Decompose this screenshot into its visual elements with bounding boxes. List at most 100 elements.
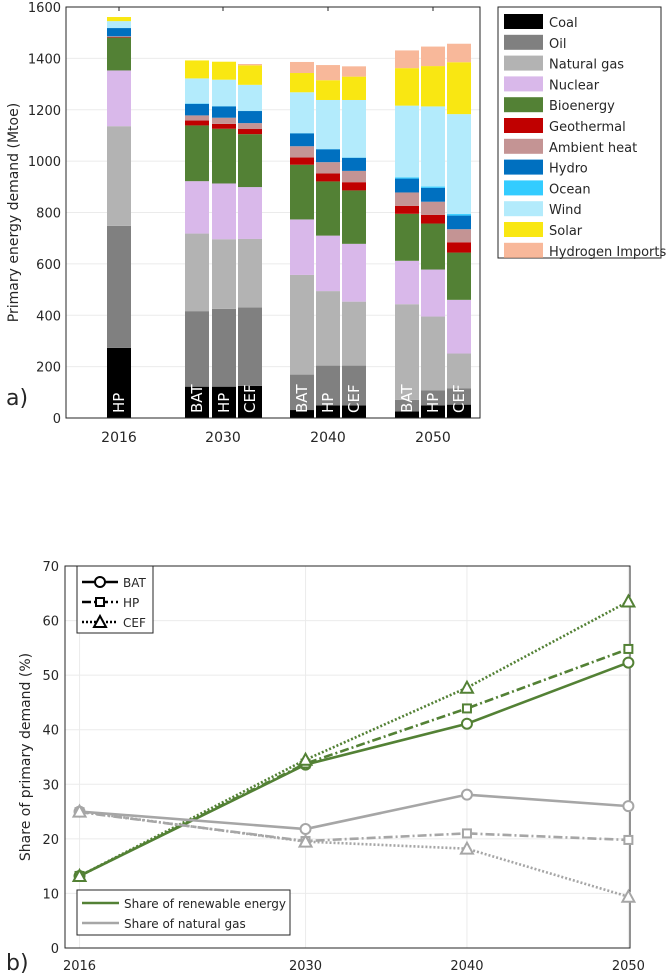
bar-segment-hydro [395,178,419,193]
bar-segment-oil [238,307,262,386]
data-point-gas-cef [71,803,88,818]
bar-segment-bioenergy [212,128,236,184]
bar-segment-oil [421,390,445,406]
legend-label: HP [123,596,139,610]
legend-label: Share of natural gas [124,917,246,931]
data-point-renewable-hp [623,643,634,654]
bar-segment-hydro [107,28,131,37]
bar-segment-hydrogen-imports [447,43,471,63]
x-tick-label: 2040 [450,959,483,974]
scenario-label: BAT [398,384,416,413]
bar-segment-nuclear [447,299,471,354]
bar-segment-solar [107,17,131,22]
legend-label: Wind [549,203,582,218]
bar-segment-bioenergy [447,252,471,300]
legend-label: Natural gas [549,58,624,73]
x-tick-label: 2016 [101,430,137,446]
bar-segment-oil [185,311,209,387]
bar-segment-solar [238,65,262,85]
data-point-renewable-cef [297,751,314,766]
scenario-label: HP [424,393,442,413]
bar-segment-geothermal [212,123,236,129]
legend-label: Oil [549,37,566,52]
y-tick-label: 50 [42,669,59,684]
bar-segment-natural-gas [421,316,445,391]
bar-segment-ocean [447,214,471,216]
legend-label: Geothermal [549,120,626,135]
stacked-bar-chart: 0 200 400 600 800 1000 1200 1400 1600 HP BAT HP CEF B… [6,1,667,446]
bar-segment-ocean [395,177,419,179]
y-tick-label: 1400 [28,52,61,67]
bar-segment-nuclear [290,219,314,275]
bar-segment-natural-gas [447,353,471,389]
series-line-renewable-hp [78,647,629,878]
bar-segment-oil [447,388,471,405]
data-point-renewable-cef [459,679,475,694]
bar-segment-bioenergy [185,125,209,182]
bar-segment-ambient-heat [212,117,236,124]
bar-segment-oil [395,399,419,412]
bar-segment-geothermal [316,173,340,182]
data-point-gas-bat [622,800,635,813]
y-tick-label: 0 [51,942,59,957]
bar-segment-wind [447,114,471,215]
bar-segment-wind [421,106,445,187]
scenario-label: CEF [241,384,259,413]
scenario-label: BAT [188,384,206,413]
legend-label: Share of renewable energy [124,897,286,911]
bar-segment-geothermal [395,205,419,214]
bar-segment-solar [316,80,340,100]
bar-segment-solar [290,73,314,93]
bar-segment-wind [185,78,209,104]
bar-segment-natural-gas [342,301,366,366]
scenario-label: HP [215,393,233,413]
plot-frame [65,6,481,419]
y-tick-label: 40 [42,724,59,739]
bar-segment-oil [107,225,131,348]
bar-segment-coal [212,386,236,418]
series-line-renewable-cef [78,600,629,878]
bar-segment-oil [290,374,314,411]
legend-label: Hydrogen Imports [549,245,667,260]
legend-swatch [504,222,543,237]
bar-segment-coal [107,347,131,418]
y-axis-label: Primary energy demand (Mtoe) [6,103,22,322]
bar-segment-hydrogen-imports [395,50,419,69]
bar-segment-natural-gas [107,126,131,226]
bar-segment-wind [316,99,340,150]
series-line-gas-bat [79,793,629,831]
bar-segment-hydro [316,149,340,163]
bar-segment-hydro [185,103,209,116]
plot-frame [64,565,631,949]
scenario-label: BAT [293,384,311,413]
data-point-renewable-hp [461,703,472,714]
bar-segment-coal [316,405,340,418]
bar-segment-ocean [421,186,445,188]
legend-swatch [504,55,543,71]
x-tick-label: 2016 [63,959,96,974]
data-point-gas-hp [623,834,634,845]
bar-segment-geothermal [447,242,471,253]
bar-segment-nuclear [342,243,366,302]
bar-segment-hydrogen-imports [316,65,340,81]
bar-segment-geothermal [238,129,262,135]
y-tick-label: 1200 [28,104,61,119]
legend-swatch [504,159,543,175]
bar-segment-natural-gas [185,233,209,312]
bar-segment-ambient-heat [107,36,131,38]
legend-swatch [504,76,543,92]
bar-segment-hydro [342,157,366,171]
legend-label: BAT [123,576,147,590]
y-tick-label: 30 [42,778,59,793]
bar-segment-coal [395,411,419,418]
y-tick-label: 400 [36,309,61,324]
bar-segment-bioenergy [290,164,314,220]
bar-segment-natural-gas [290,274,314,375]
legend-swatch [504,34,543,50]
metric-legend-box [76,889,291,936]
legend-label: CEF [123,616,146,630]
bar-segment-bioenergy [238,134,262,188]
data-point-gas-cef [297,833,314,848]
bar-segment-wind [107,21,131,28]
